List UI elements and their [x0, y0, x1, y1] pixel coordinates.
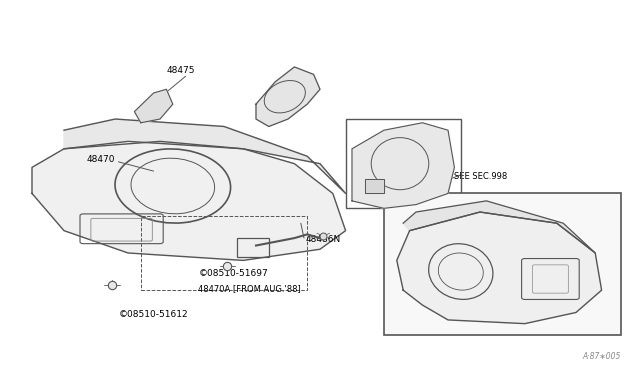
Text: 48474: 48474 — [278, 96, 307, 105]
Polygon shape — [134, 89, 173, 123]
Text: 48475: 48475 — [166, 66, 195, 75]
Polygon shape — [397, 212, 602, 324]
Bar — [141, 216, 307, 290]
Bar — [384, 193, 621, 335]
Polygon shape — [403, 201, 595, 253]
Text: ©08510-51697: ©08510-51697 — [198, 269, 268, 278]
Bar — [346, 119, 461, 208]
Bar — [237, 238, 269, 257]
Text: 48470: 48470 — [394, 275, 422, 283]
Text: VG30>ST: VG30>ST — [406, 209, 450, 218]
Polygon shape — [365, 179, 384, 193]
Polygon shape — [256, 67, 320, 126]
Polygon shape — [352, 123, 454, 208]
Text: 48486N: 48486N — [306, 235, 341, 244]
Text: ©08510-51612: ©08510-51612 — [118, 310, 188, 319]
Polygon shape — [64, 119, 346, 193]
Text: A·87∗005: A·87∗005 — [582, 352, 621, 361]
Polygon shape — [32, 141, 346, 260]
Text: SEE SEC.998: SEE SEC.998 — [454, 172, 508, 181]
Text: 48470: 48470 — [86, 155, 115, 164]
Text: XST: XST — [406, 198, 424, 207]
Text: 48470A [FROM AUG.'88]: 48470A [FROM AUG.'88] — [198, 284, 301, 293]
